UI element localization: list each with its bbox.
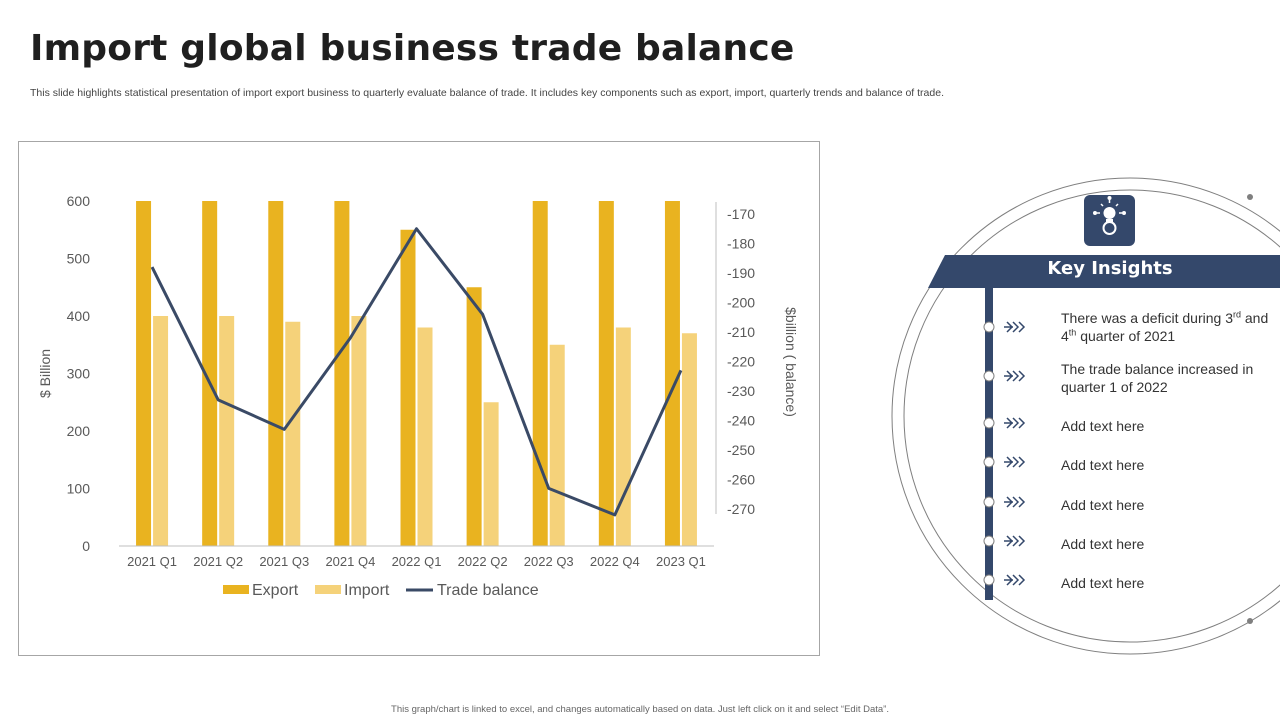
insight-bullet-5 bbox=[983, 496, 1026, 508]
bar-import-5 bbox=[483, 402, 499, 546]
insight-item-7: Add text here bbox=[1061, 575, 1145, 591]
y-axis-label: $ Billion bbox=[37, 349, 53, 398]
y-tick-label-3: 300 bbox=[67, 366, 91, 382]
chevron-right-icon bbox=[1004, 321, 1026, 333]
key-insights-heading: Key Insights bbox=[1047, 258, 1173, 279]
y2-tick-label-7: -240 bbox=[727, 413, 755, 429]
y2-tick-label-8: -250 bbox=[727, 442, 755, 458]
arc-dot-bottom bbox=[1247, 618, 1253, 624]
bar-export-3 bbox=[334, 201, 350, 546]
insight-item-1: There was a deficit during 3rd and 4th q… bbox=[1061, 309, 1269, 344]
x-tick-label-8: 2023 Q1 bbox=[656, 554, 706, 569]
trade-balance-chart[interactable]: 0 100 200 300 400 500 600 $ Billion -170 -180 -190… bbox=[19, 142, 821, 657]
x-tick-label-5: 2022 Q2 bbox=[458, 554, 508, 569]
insight-bullet-2 bbox=[983, 370, 1026, 382]
key-insights-banner bbox=[928, 255, 1280, 288]
insight-bullet-1 bbox=[983, 321, 1026, 333]
legend-export-swatch bbox=[223, 585, 249, 594]
page-subtitle: This slide highlights statistical presen… bbox=[30, 87, 944, 99]
y-tick-label-5: 500 bbox=[67, 251, 91, 267]
y-tick-label-6: 600 bbox=[67, 193, 91, 209]
legend-import-label: Import bbox=[344, 582, 390, 599]
bar-export-7 bbox=[598, 201, 614, 546]
footer-note: This graph/chart is linked to excel, and… bbox=[391, 704, 889, 715]
insight-item-5: Add text here bbox=[1061, 497, 1145, 513]
chevron-right-icon bbox=[1004, 535, 1026, 547]
y2-tick-label-1: -180 bbox=[727, 236, 755, 252]
lightbulb-gear-icon bbox=[1093, 196, 1126, 235]
insight-item-6: Add text here bbox=[1061, 536, 1145, 552]
insight-item-2: The trade balance increased in quarter 1… bbox=[1061, 361, 1254, 395]
insight-bullet-7 bbox=[983, 574, 1026, 586]
y2-tick-label-9: -260 bbox=[727, 472, 755, 488]
x-tick-label-2: 2021 Q3 bbox=[259, 554, 309, 569]
bar-import-0 bbox=[153, 316, 169, 546]
x-tick-label-1: 2021 Q2 bbox=[193, 554, 243, 569]
bar-export-1 bbox=[202, 201, 218, 546]
y-tick-label-0: 0 bbox=[82, 538, 90, 554]
y2-tick-label-3: -200 bbox=[727, 295, 755, 311]
legend-import-swatch bbox=[315, 585, 341, 594]
bar-import-1 bbox=[219, 316, 235, 546]
bar-export-5 bbox=[466, 287, 482, 546]
insight-item-4: Add text here bbox=[1061, 457, 1145, 473]
insights-outer-arc bbox=[891, 177, 1280, 655]
page-title: Import global business trade balance bbox=[30, 28, 795, 69]
bar-export-8 bbox=[664, 201, 680, 546]
insight-bullet-3 bbox=[983, 417, 1026, 429]
chevron-right-icon bbox=[1004, 456, 1026, 468]
chevron-right-icon bbox=[1004, 417, 1026, 429]
bar-import-6 bbox=[549, 344, 565, 546]
insight-item-3: Add text here bbox=[1061, 418, 1145, 434]
chevron-right-icon bbox=[1004, 370, 1026, 382]
bar-import-2 bbox=[285, 321, 301, 546]
y-tick-label-1: 100 bbox=[67, 481, 91, 497]
y-tick-label-4: 400 bbox=[67, 308, 91, 324]
bar-import-8 bbox=[681, 333, 697, 546]
y2-tick-label-0: -170 bbox=[727, 206, 755, 222]
y-tick-label-2: 200 bbox=[67, 423, 91, 439]
chevron-right-icon bbox=[1004, 574, 1026, 586]
arc-dot-top bbox=[1247, 194, 1253, 200]
insight-bullet-6 bbox=[983, 535, 1026, 547]
x-tick-label-0: 2021 Q1 bbox=[127, 554, 177, 569]
bar-export-4 bbox=[400, 229, 416, 546]
insights-bullets bbox=[983, 321, 1026, 586]
insights-inner-arc bbox=[903, 189, 1280, 643]
bar-export-0 bbox=[136, 201, 152, 546]
insights-vertical-bar bbox=[985, 288, 993, 600]
y2-tick-label-2: -190 bbox=[727, 265, 755, 281]
bar-import-4 bbox=[417, 327, 433, 546]
y2-tick-label-4: -210 bbox=[727, 324, 755, 340]
chevron-right-icon bbox=[1004, 496, 1026, 508]
y2-tick-label-10: -270 bbox=[727, 501, 755, 517]
bar-export-2 bbox=[268, 201, 284, 546]
x-tick-label-7: 2022 Q4 bbox=[590, 554, 640, 569]
x-tick-label-4: 2022 Q1 bbox=[392, 554, 442, 569]
legend-trade-balance-label: Trade balance bbox=[437, 582, 539, 599]
y2-tick-label-5: -220 bbox=[727, 354, 755, 370]
insight-bullet-4 bbox=[983, 456, 1026, 468]
legend-export-label: Export bbox=[252, 582, 299, 599]
x-tick-label-6: 2022 Q3 bbox=[524, 554, 574, 569]
chart-container[interactable]: 0 100 200 300 400 500 600 $ Billion -170 -180 -190… bbox=[18, 141, 820, 656]
y2-axis-label: $billion ( balance) bbox=[783, 307, 799, 417]
x-tick-label-3: 2021 Q4 bbox=[325, 554, 375, 569]
y2-tick-label-6: -230 bbox=[727, 383, 755, 399]
bar-import-3 bbox=[351, 316, 367, 546]
